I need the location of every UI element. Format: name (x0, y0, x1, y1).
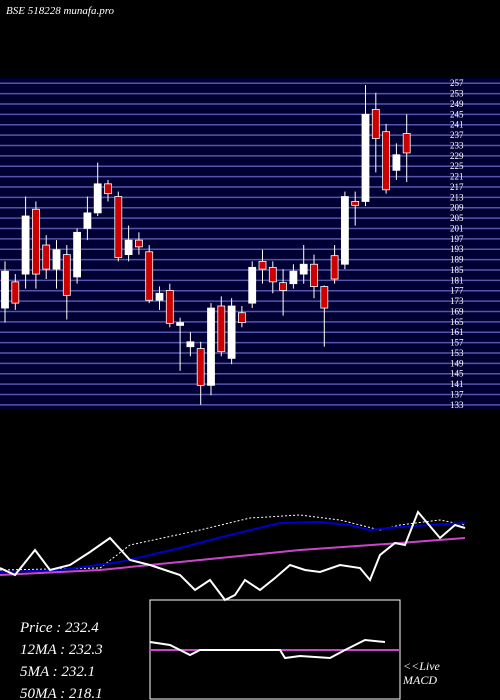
macd-label: MACD (402, 673, 437, 687)
candle-body (351, 201, 360, 206)
y-tick-label: 225 (450, 161, 464, 171)
candle-body (402, 133, 411, 154)
y-tick-label: 157 (450, 338, 464, 348)
y-tick-label: 229 (450, 151, 464, 161)
y-tick-label: 169 (450, 306, 464, 316)
y-tick-label: 153 (450, 348, 464, 358)
candle-body (371, 108, 380, 139)
indicator-label: 5MA : 232.1 (20, 664, 95, 680)
candle-body (1, 270, 9, 309)
candle-body (104, 183, 112, 195)
candle-body (392, 154, 401, 171)
y-tick-label: 161 (450, 327, 464, 337)
candle-body (289, 270, 298, 285)
indicator-line (0, 520, 466, 573)
candle-body (340, 196, 349, 265)
candle-body (134, 239, 143, 248)
y-tick-label: 173 (450, 296, 464, 306)
candle-body (32, 208, 40, 275)
y-tick-label: 245 (450, 109, 464, 119)
chart-title: BSE 518228 munafa.pro (6, 5, 115, 17)
y-tick-label: 257 (450, 78, 464, 88)
indicator-line (149, 638, 386, 660)
macd-label: <<Live (403, 659, 441, 673)
candle-body (258, 260, 267, 270)
y-tick-label: 181 (450, 275, 464, 285)
candle-body (248, 266, 257, 304)
candle-body (268, 266, 277, 283)
plot-area (0, 78, 500, 410)
y-tick-label: 209 (450, 203, 464, 213)
y-tick-label: 213 (450, 192, 464, 202)
y-tick-label: 221 (450, 172, 464, 182)
y-tick-label: 249 (450, 99, 464, 109)
candle-body (207, 307, 215, 386)
candle-body (73, 231, 81, 278)
indicator-label: Price : 232.4 (19, 620, 99, 636)
candle-body (62, 254, 71, 296)
y-tick-label: 145 (450, 369, 464, 379)
candle-body (11, 281, 20, 304)
y-tick-label: 197 (450, 234, 464, 244)
indicator-label: 50MA : 218.1 (20, 686, 103, 700)
y-tick-label: 149 (450, 358, 464, 368)
candle-body (361, 113, 370, 202)
candle-body (299, 263, 308, 275)
y-tick-label: 241 (450, 120, 464, 130)
candle-body (83, 212, 92, 229)
y-tick-label: 193 (450, 244, 464, 254)
indicator-label: 12MA : 232.3 (20, 642, 103, 658)
candle-body (196, 348, 205, 386)
candle-body (382, 131, 391, 191)
indicator-line (0, 537, 466, 576)
candle-body (21, 215, 30, 275)
candle-body (155, 292, 164, 301)
y-tick-label: 185 (450, 265, 464, 275)
candle-body (52, 249, 61, 270)
y-tick-label: 205 (450, 213, 464, 223)
candle-body (124, 239, 133, 256)
candle-body (279, 282, 288, 291)
y-tick-label: 253 (450, 89, 464, 99)
candle-body (330, 255, 339, 280)
y-tick-label: 165 (450, 317, 464, 327)
y-tick-label: 189 (450, 255, 464, 265)
y-tick-label: 237 (450, 130, 464, 140)
y-tick-label: 177 (450, 286, 464, 296)
candle-body (114, 196, 123, 258)
y-tick-label: 141 (450, 379, 464, 389)
candle-body (237, 312, 246, 323)
candle-body (145, 251, 154, 301)
candle-body (93, 183, 102, 214)
indicator-line (0, 510, 466, 602)
y-tick-label: 217 (450, 182, 464, 192)
candle-body (176, 322, 185, 326)
y-tick-label: 137 (450, 389, 464, 399)
candle-body (186, 341, 195, 348)
candle-body (42, 244, 51, 270)
candle-body (320, 286, 329, 309)
candle-body (165, 290, 174, 324)
y-tick-label: 201 (450, 223, 464, 233)
indicator-line (0, 514, 466, 571)
candle-body (310, 263, 318, 287)
y-tick-label: 233 (450, 140, 464, 150)
candle-body (227, 305, 236, 359)
candle-body (217, 305, 226, 353)
y-tick-label: 133 (450, 400, 464, 410)
